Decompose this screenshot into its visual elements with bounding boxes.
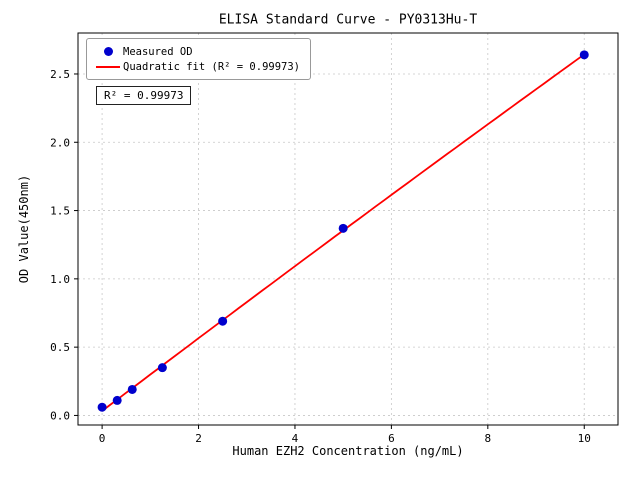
x-tick-label: 4 xyxy=(292,432,299,445)
x-tick-label: 2 xyxy=(195,432,202,445)
fit-line-marker-icon xyxy=(96,65,120,68)
x-tick-label: 8 xyxy=(485,432,492,445)
x-axis-label: Human EZH2 Concentration (ng/mL) xyxy=(232,444,464,458)
y-tick-label: 0.0 xyxy=(50,409,70,422)
measured-od-marker-icon xyxy=(103,47,113,56)
legend-entry-measured-od: Measured OD xyxy=(93,44,300,59)
x-tick-label: 0 xyxy=(99,432,106,445)
axes-border xyxy=(77,32,619,426)
chart-title: ELISA Standard Curve - PY0313Hu-T xyxy=(218,12,478,28)
legend-label-measured-od: Measured OD xyxy=(123,45,193,58)
measured-od-point xyxy=(579,50,589,60)
legend-label-quadratic-fit: Quadratic fit (R² = 0.99973) xyxy=(123,60,301,73)
x-tick-label: 10 xyxy=(578,432,591,445)
y-tick-label: 1.0 xyxy=(50,273,70,286)
y-tick-label: 2.5 xyxy=(50,68,70,81)
r-squared-annotation: R² = 0.99973 xyxy=(96,86,192,105)
measured-od-point xyxy=(218,316,228,326)
y-tick-label: 2.0 xyxy=(50,136,70,149)
measured-od-point xyxy=(127,384,137,394)
measured-od-point xyxy=(338,223,348,233)
measured-od-point xyxy=(157,363,167,373)
legend-entry-quadratic-fit: Quadratic fit (R² = 0.99973) xyxy=(93,59,300,74)
measured-od-point xyxy=(112,395,122,405)
measured-od-point xyxy=(97,402,107,412)
y-tick-label: 0.5 xyxy=(50,341,70,354)
y-axis-label: OD Value(450nm) xyxy=(17,174,31,284)
x-tick-label: 6 xyxy=(388,432,395,445)
legend: Measured OD Quadratic fit (R² = 0.99973) xyxy=(86,38,312,80)
y-tick-label: 1.5 xyxy=(50,205,70,218)
